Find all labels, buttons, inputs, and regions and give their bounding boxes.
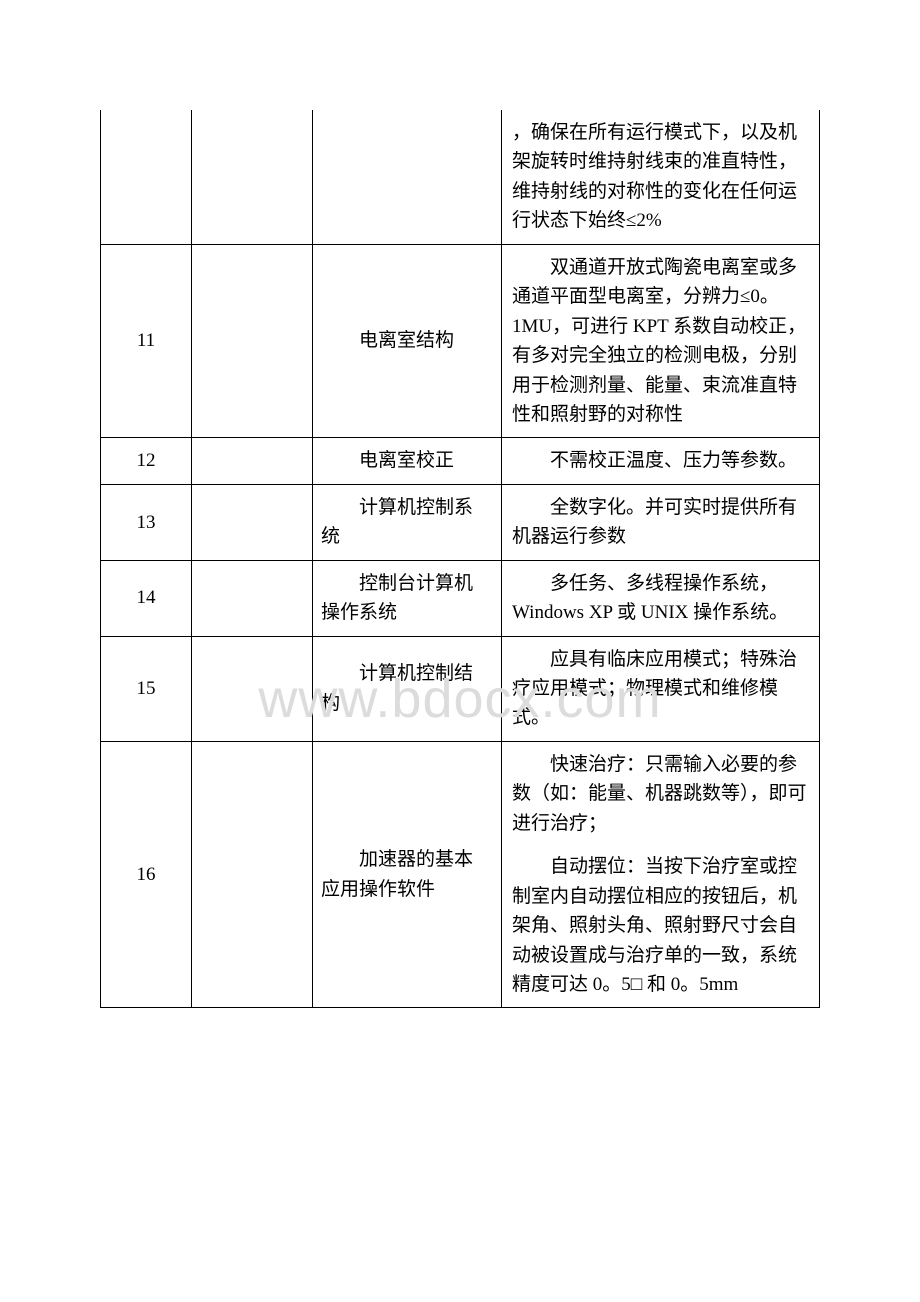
- document-page: ，确保在所有运行模式下，以及机架旋转时维持射线束的准直特性，维持射线的对称性的变…: [0, 0, 920, 1048]
- row-number: 12: [101, 438, 192, 484]
- table-row: ，确保在所有运行模式下，以及机架旋转时维持射线束的准直特性，维持射线的对称性的变…: [101, 110, 820, 244]
- row-number: 15: [101, 636, 192, 741]
- row-item-name: 加速器的基本应用操作软件: [313, 741, 502, 1008]
- row-spacer: [192, 636, 313, 741]
- row-description: 快速治疗：只需输入必要的参数（如：能量、机器跳数等），即可进行治疗；自动摆位：当…: [502, 741, 820, 1008]
- row-description: 应具有临床应用模式；特殊治疗应用模式；物理模式和维修模式。: [502, 636, 820, 741]
- row-item-name: 计算机控制结构: [313, 636, 502, 741]
- row-spacer: [192, 560, 313, 636]
- row-description: 全数字化。并可实时提供所有机器运行参数: [502, 484, 820, 560]
- row-item-name: 计算机控制系统: [313, 484, 502, 560]
- row-number: 14: [101, 560, 192, 636]
- row-spacer: [192, 438, 313, 484]
- row-item-name: 电离室校正: [313, 438, 502, 484]
- row-spacer: [192, 244, 313, 438]
- row-description: 双通道开放式陶瓷电离室或多通道平面型电离室，分辨力≤0。1MU，可进行 KPT …: [502, 244, 820, 438]
- table-row: 11 电离室结构双通道开放式陶瓷电离室或多通道平面型电离室，分辨力≤0。1MU，可…: [101, 244, 820, 438]
- row-description: 多任务、多线程操作系统，Windows XP 或 UNIX 操作系统。: [502, 560, 820, 636]
- row-spacer: [192, 110, 313, 244]
- table-row: 15 计算机控制结构应具有临床应用模式；特殊治疗应用模式；物理模式和维修模式。: [101, 636, 820, 741]
- table-row: 13 计算机控制系统全数字化。并可实时提供所有机器运行参数: [101, 484, 820, 560]
- row-item-name: 电离室结构: [313, 244, 502, 438]
- row-number: 11: [101, 244, 192, 438]
- row-spacer: [192, 484, 313, 560]
- row-spacer: [192, 741, 313, 1008]
- row-number: 16: [101, 741, 192, 1008]
- row-item-name: [313, 110, 502, 244]
- table-row: 12 电离室校正不需校正温度、压力等参数。: [101, 438, 820, 484]
- row-item-name: 控制台计算机操作系统: [313, 560, 502, 636]
- spec-table: ，确保在所有运行模式下，以及机架旋转时维持射线束的准直特性，维持射线的对称性的变…: [100, 110, 820, 1008]
- spec-table-body: ，确保在所有运行模式下，以及机架旋转时维持射线束的准直特性，维持射线的对称性的变…: [101, 110, 820, 1008]
- table-row: 14 控制台计算机操作系统多任务、多线程操作系统，Windows XP 或 UNI…: [101, 560, 820, 636]
- row-description: ，确保在所有运行模式下，以及机架旋转时维持射线束的准直特性，维持射线的对称性的变…: [502, 110, 820, 244]
- row-description: 不需校正温度、压力等参数。: [502, 438, 820, 484]
- row-number: 13: [101, 484, 192, 560]
- table-row: 16 加速器的基本应用操作软件快速治疗：只需输入必要的参数（如：能量、机器跳数等）…: [101, 741, 820, 1008]
- row-number: [101, 110, 192, 244]
